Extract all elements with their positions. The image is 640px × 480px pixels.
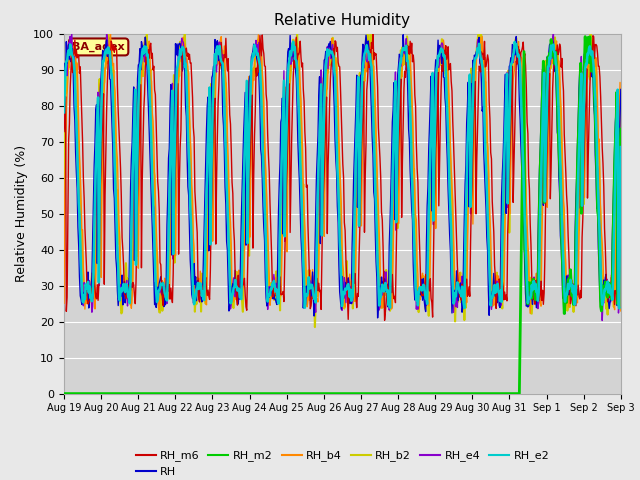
Legend: RH_m6, RH, RH_m2, RH_b4, RH_b2, RH_e4, RH_e2: RH_m6, RH, RH_m2, RH_b4, RH_b2, RH_e4, R…: [131, 446, 554, 480]
Title: Relative Humidity: Relative Humidity: [275, 13, 410, 28]
Y-axis label: Relative Humidity (%): Relative Humidity (%): [15, 145, 28, 282]
Text: BA_adex: BA_adex: [72, 42, 125, 52]
